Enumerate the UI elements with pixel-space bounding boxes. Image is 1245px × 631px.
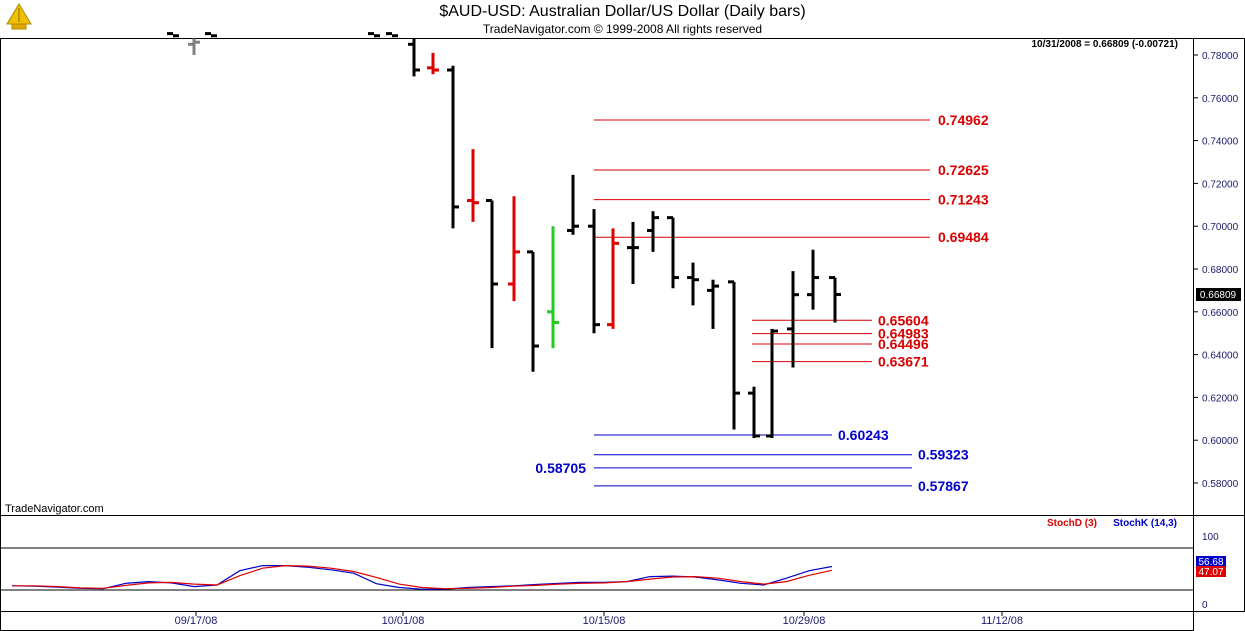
ohlc-bar-10/07/08 [486,199,498,349]
price-y-axis: 0.78000 0.76000 0.74000 0.72000 0.70000 0.680… [1193,51,1239,490]
level-label-0.71243: 0.71243 [938,192,989,208]
ohlc-bar-10/30/08 [829,276,841,323]
ohlc-bar-10/27/08 [766,328,778,439]
price-tick-label: 0.70000 [1202,222,1239,233]
level-label-0.60243: 0.60243 [838,427,889,443]
ohlc-bar-10/13/08 [567,174,579,235]
stochastic-panel [0,515,1194,612]
ohlc-bar-10/17/08 [647,211,659,252]
stoch-k-legend: StochK (14,3) [1113,518,1177,529]
ohlc-bar-10/01/08 [408,38,420,77]
stoch-d-value: 47.07 [1198,567,1223,578]
date-tick-label: 10/01/08 [382,615,425,627]
ohlc-bar-10/28/08 [787,271,799,368]
level-label-0.69484: 0.69484 [938,229,989,245]
ohlc-bar-10/21/08 [687,262,699,306]
chart-title: $AUD-USD: Australian Dollar/US Dollar (D… [439,3,806,20]
current-price-label: 0.66809 [1200,290,1237,301]
ohlc-bar-10/03/08 [447,65,459,229]
ohlc-bar-09/12/08 [167,32,179,39]
price-tick-label: 0.76000 [1202,94,1239,105]
level-label-0.64983: 0.64983 [878,326,929,342]
chart-subtitle: TradeNavigator.com © 1999-2008 All right… [482,22,763,36]
stoch-d-marker [1196,566,1226,577]
ohlc-bar-10/29/08 [807,249,819,310]
level-label-0.72625: 0.72625 [938,162,989,178]
price-tick-label: 0.60000 [1202,436,1239,447]
ohlc-bars [167,32,841,439]
date-tick-label: 09/17/08 [175,615,218,627]
price-tick-label: 0.72000 [1202,179,1239,190]
ohlc-bar-10/22/08 [707,279,719,329]
stoch-tick-label: 0 [1202,600,1208,611]
price-tick-label: 0.74000 [1202,137,1239,148]
price-tick-label: 0.66000 [1202,308,1239,319]
price-tick-label: 0.64000 [1202,351,1239,362]
ohlc-bar-09/30/08 [386,32,398,39]
ohlc-bar-10/23/08 [728,280,740,430]
price-tick-label: 0.58000 [1202,479,1239,490]
ohlc-bar-10/10/08 [547,226,559,349]
ohlc-bar-10/14/08 [588,209,600,334]
level-label-0.64496: 0.64496 [878,336,929,352]
date-tick-label: 11/12/08 [981,615,1023,627]
last-quote-label: 10/31/2008 = 0.66809 (-0.00721) [1031,39,1178,50]
level-label-0.57867: 0.57867 [918,478,969,494]
stoch-k-marker [1196,556,1226,566]
ohlc-bar-10/16/08 [627,221,639,284]
ohlc-bar-10/06/08 [467,149,479,222]
ohlc-bar-09/15/08 [188,38,200,55]
ohlc-bar-10/09/08 [527,250,539,372]
level-label-0.63671: 0.63671 [878,354,929,370]
stoch-line-d [12,564,833,590]
price-tick-label: 0.62000 [1202,393,1239,404]
stoch-tick-label: 100 [1202,532,1219,543]
ohlc-bar-10/15/08 [607,228,619,329]
level-label-0.65604: 0.65604 [878,312,929,328]
stoch-k-value: 56.68 [1198,557,1223,568]
level-label-0.58705: 0.58705 [535,460,586,476]
price-tick-label: 0.78000 [1202,51,1239,62]
ohlc-bar-09/29/08 [368,32,380,39]
ohlc-bar-09/16/08 [205,32,217,39]
price-panel [0,38,1194,516]
date-tick-label: 10/15/08 [583,615,626,627]
level-label-0.74962: 0.74962 [938,112,989,128]
ohlc-bar-10/24/08 [748,386,760,439]
ohlc-bar-10/08/08 [508,196,520,302]
date-axis-labels: 09/17/08 10/01/08 10/15/08 10/29/08 11/12/08 [175,611,1023,627]
stochastic-y-axis: 100 0 [0,532,1219,611]
stoch-d-legend: StochD (3) [1047,518,1097,529]
date-tick-label: 10/29/08 [783,615,826,627]
stochastic-lines [11,564,833,590]
price-tick-label: 0.68000 [1202,265,1239,276]
tradenavigator-logo-icon [4,2,34,32]
watermark: TradeNavigator.com [5,503,104,515]
level-label-0.59323: 0.59323 [918,447,969,463]
ohlc-bar-10/20/08 [667,216,679,289]
ohlc-bar-10/02/08 [427,52,439,75]
current-price-marker [1196,288,1241,301]
price-axis-panel [1193,38,1245,516]
